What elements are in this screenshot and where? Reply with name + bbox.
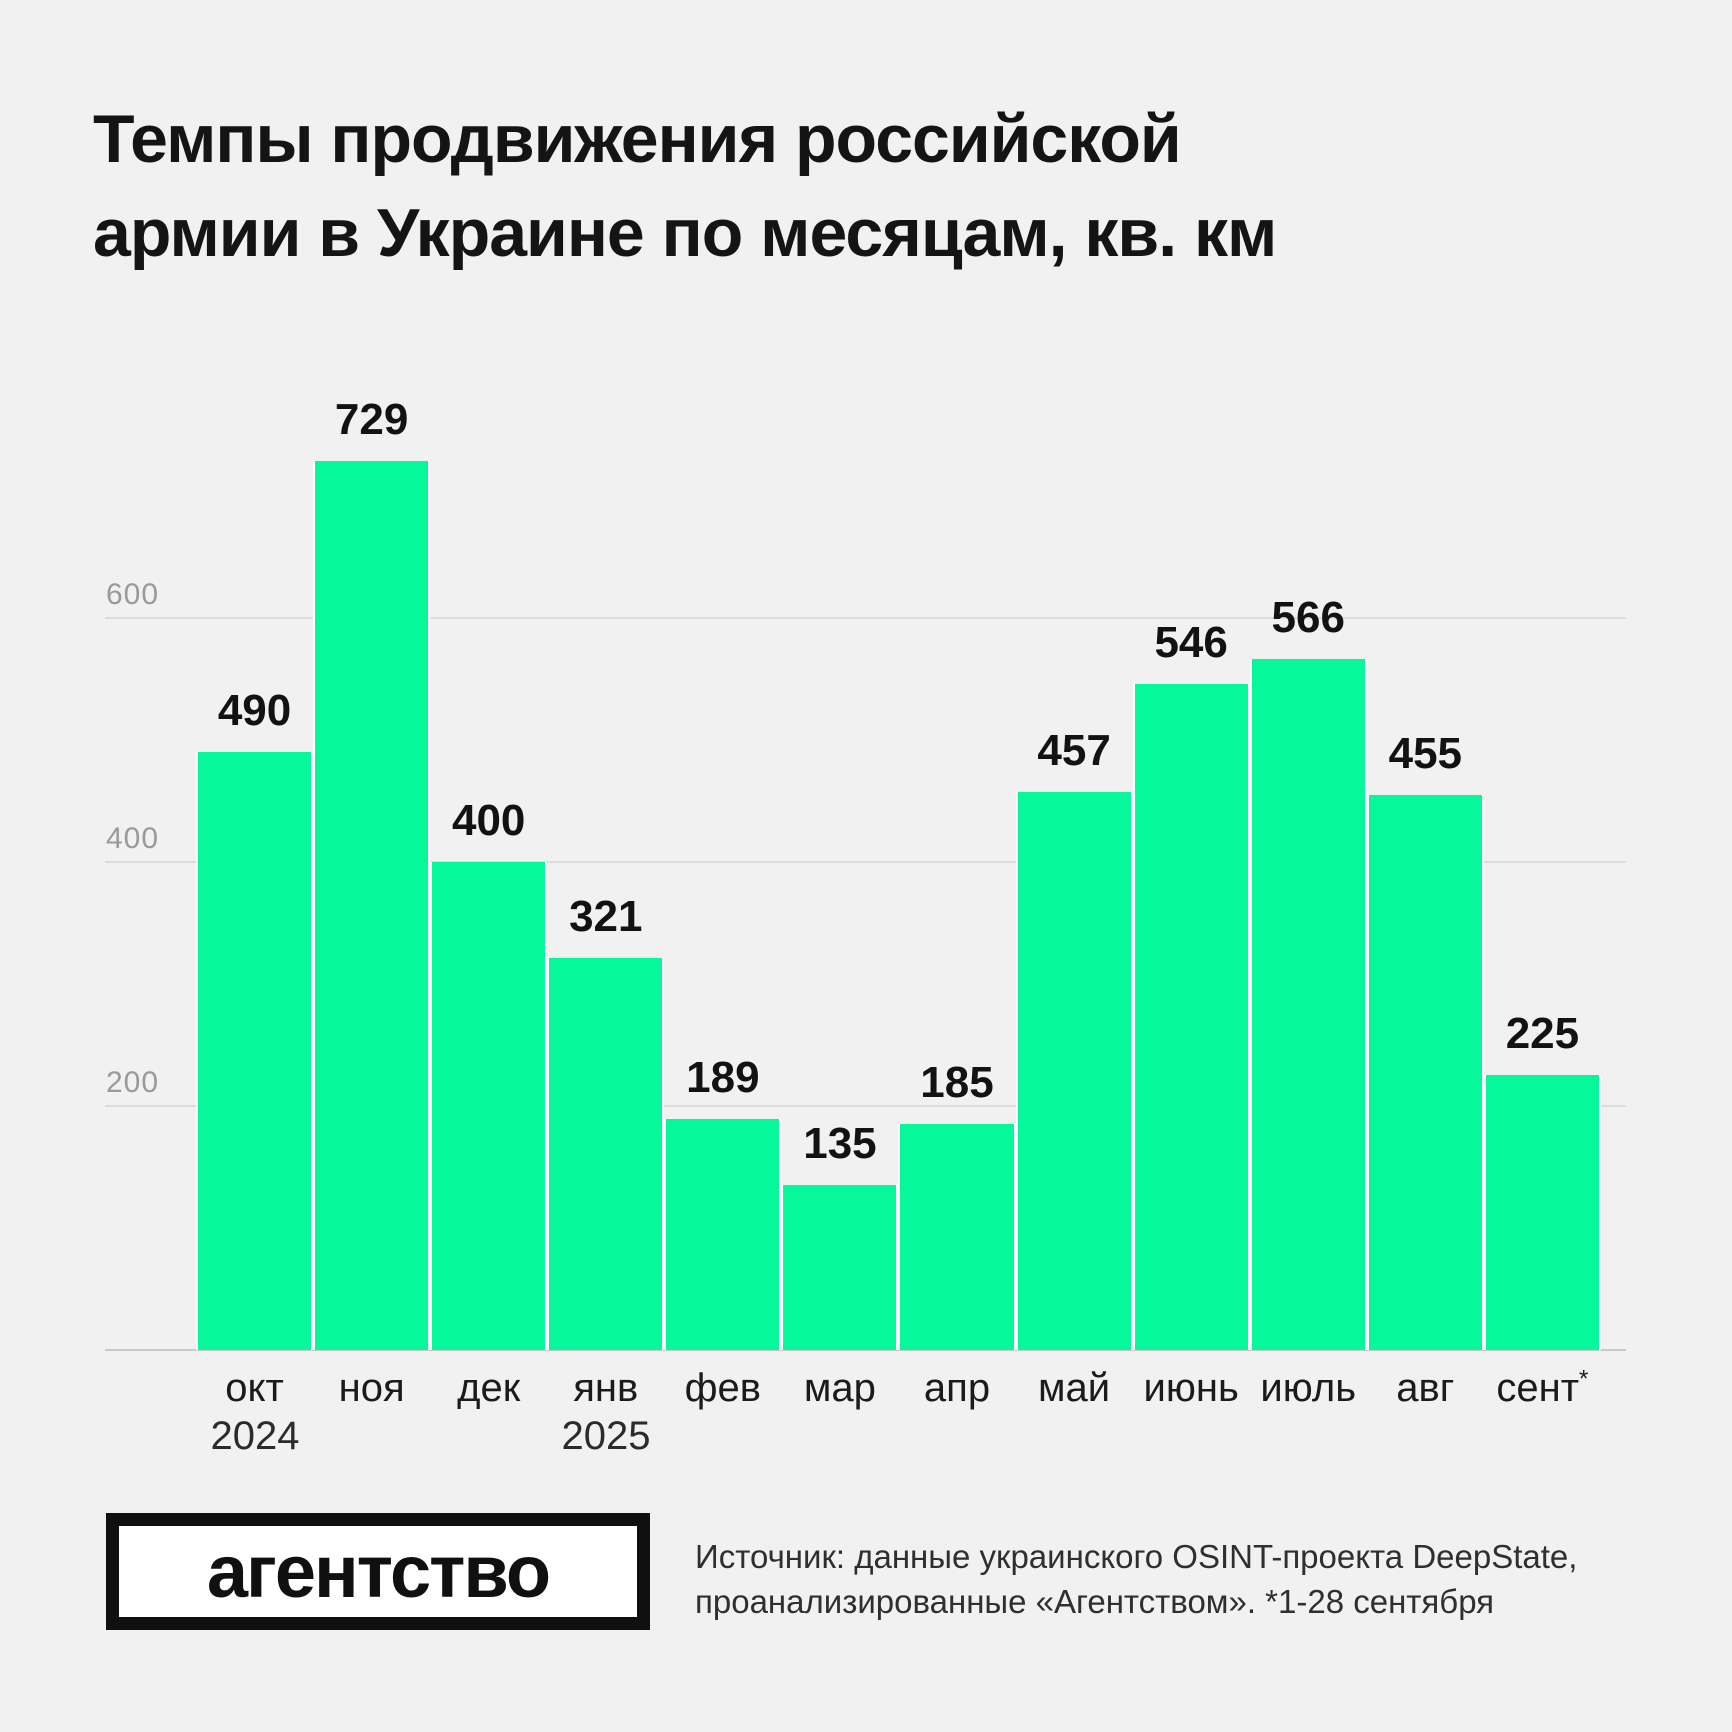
gridline-200: [105, 1105, 1626, 1107]
bar-9: [1249, 659, 1367, 1350]
x-axis-label-8: июнь: [1143, 1366, 1239, 1410]
bar-slot-11: 225: [1483, 0, 1601, 1350]
x-axis-label-7: май: [1038, 1366, 1111, 1410]
x-axis-labels: окт ноя дек янв фев мар апр май июнь июль авг сент*: [196, 1366, 1601, 1411]
gridline-600: [105, 617, 1626, 619]
y-axis-label-200: 200: [106, 1066, 160, 1099]
bar-slot-3: 321: [547, 0, 665, 1350]
bar-value-label-3: 321: [569, 892, 643, 941]
bar-10: [1366, 795, 1484, 1350]
bar-slot-7: 457: [1015, 0, 1133, 1350]
bar-0: [196, 752, 314, 1350]
logo-text: агентство: [206, 1529, 551, 1613]
x-axis-label-0: окт: [225, 1366, 284, 1410]
x-axis-label-5: мар: [803, 1366, 876, 1410]
bar-11: [1483, 1075, 1601, 1350]
bar-4: [664, 1119, 782, 1350]
chart-title-line-1: Темпы продвижения российской: [93, 101, 1182, 177]
bar-value-label-0: 490: [217, 686, 292, 735]
bar-5: [781, 1185, 899, 1350]
bar-slot-5: 135: [781, 0, 899, 1350]
year-label-2025: 2025: [561, 1414, 651, 1458]
bar-value-label-6: 185: [920, 1058, 994, 1107]
x-axis-label-4: фев: [684, 1366, 762, 1410]
x-axis-label-1: ноя: [338, 1366, 405, 1410]
bar-value-label-7: 457: [1037, 726, 1111, 775]
x-axis-baseline: [105, 1349, 1626, 1351]
bar-8: [1132, 684, 1250, 1350]
x-axis-label-9: июль: [1260, 1366, 1357, 1410]
bar-7: [1015, 792, 1133, 1350]
source-line-1: Источник: данные украинского OSINT-проек…: [695, 1538, 1578, 1575]
bars-row: 490 729 400 321 189 135 185 457 546 566 455 225: [196, 0, 1601, 1350]
year-label-2024: 2024: [210, 1414, 300, 1458]
chart-title: Темпы продвижения российской армии в Укр…: [93, 92, 1593, 280]
x-axis-label-3: янв: [573, 1366, 639, 1410]
bar-slot-8: 546: [1132, 0, 1250, 1350]
bar-3: [547, 958, 665, 1350]
bar-value-label-11: 225: [1505, 1009, 1580, 1058]
bar-6: [898, 1124, 1016, 1350]
bar-slot-2: 400: [430, 0, 548, 1350]
x-axis-label-6: апр: [923, 1366, 991, 1410]
bar-value-label-10: 455: [1388, 729, 1463, 778]
chart-title-line-2: армии в Украине по месяцам, кв. км: [93, 195, 1277, 271]
bar-value-label-4: 189: [686, 1053, 760, 1102]
y-axis-label-400: 400: [106, 822, 160, 855]
bar-slot-10: 455: [1366, 0, 1484, 1350]
bar-value-label-8: 546: [1154, 618, 1228, 667]
bar-value-label-1: 729: [334, 395, 409, 444]
source-attribution: Источник: данные украинского OSINT-проек…: [695, 1534, 1675, 1624]
bar-slot-4: 189: [664, 0, 782, 1350]
bar-slot-9: 566: [1249, 0, 1367, 1350]
footnote-marker: *: [1579, 1365, 1589, 1393]
bar-slot-6: 185: [898, 0, 1016, 1350]
x-axis-label-10: авг: [1396, 1366, 1455, 1410]
agentstvo-logo: агентство: [106, 1513, 650, 1630]
bar-1: [313, 461, 431, 1350]
y-axis-label-600: 600: [106, 578, 160, 611]
bar-value-label-5: 135: [803, 1119, 877, 1168]
gridline-400: [105, 861, 1626, 863]
bar-slot-1: 729: [313, 0, 431, 1350]
bar-value-label-2: 400: [451, 796, 526, 845]
x-axis-label-2: дек: [457, 1366, 521, 1410]
bar-slot-0: 490: [196, 0, 314, 1350]
source-line-2: проанализированные «Агентством». *1-28 с…: [695, 1583, 1495, 1620]
x-axis-label-11: сент*: [1496, 1365, 1589, 1410]
bar-value-label-9: 566: [1271, 593, 1345, 642]
bar-2: [430, 862, 548, 1350]
